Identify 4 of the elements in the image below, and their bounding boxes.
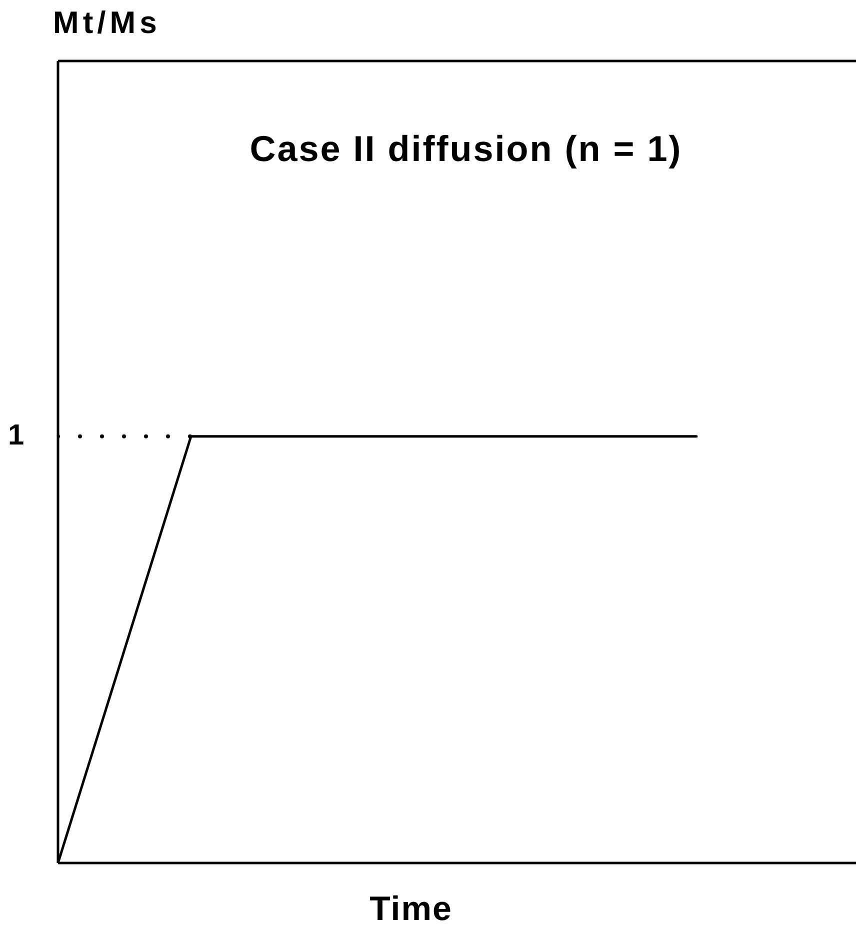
x-axis-title: Time bbox=[370, 890, 452, 928]
text: 1 bbox=[8, 420, 24, 452]
text: Mt/Ms bbox=[53, 5, 161, 40]
chart-title: Case II diffusion (n = 1) bbox=[250, 128, 682, 169]
